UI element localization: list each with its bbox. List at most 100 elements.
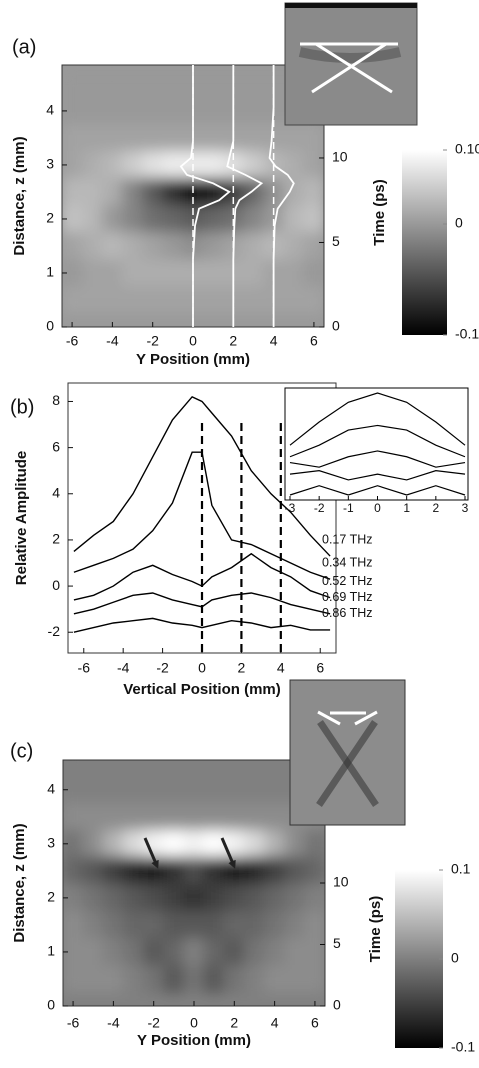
heatmap-cell	[121, 150, 144, 179]
heatmap-cell	[183, 775, 205, 804]
heatmap-cell	[243, 802, 266, 831]
heatmap-cell	[242, 231, 265, 260]
heatmap-cell	[243, 910, 266, 939]
heatmap-cell	[81, 231, 103, 260]
y-tick-label: 0	[47, 997, 55, 1013]
heatmap-cell	[101, 258, 123, 287]
heatmap-cell	[142, 285, 164, 314]
heatmap-cell	[143, 775, 165, 804]
heatmap-cell	[264, 802, 286, 831]
x-axis-label: Vertical Position (mm)	[123, 681, 281, 698]
y-axis-label: Relative Amplitude	[13, 451, 30, 585]
y-tick-label: 2	[46, 210, 54, 226]
heatmap-cell	[62, 177, 83, 206]
heatmap-cell	[62, 96, 83, 125]
heatmap-cell	[203, 760, 225, 777]
heatmap-cell	[183, 829, 205, 858]
heatmap-cell	[63, 910, 84, 939]
heatmap-cell	[121, 69, 144, 98]
heatmap-cells	[63, 760, 325, 993]
heatmap-cell	[203, 937, 225, 966]
heatmap-cell	[223, 883, 245, 912]
heatmap-cell	[304, 937, 325, 966]
heatmap-cell	[81, 285, 103, 314]
heatmap-cell	[162, 96, 184, 125]
heatmap-cell	[203, 964, 225, 993]
heatmap-cell	[102, 829, 124, 858]
y-tick-label: 4	[47, 780, 55, 796]
heatmap-cell	[101, 231, 123, 260]
heatmap-cell	[303, 123, 324, 152]
heatmap-cell	[102, 883, 124, 912]
heatmap-cell	[63, 775, 84, 804]
heatmap-cell	[223, 760, 245, 777]
heatmap-cell	[163, 775, 185, 804]
heatmap-cell	[243, 760, 266, 777]
heatmap-cell	[162, 123, 184, 152]
colorbar-tick-label: 0.1	[451, 861, 471, 877]
heatmap-cell	[264, 775, 286, 804]
heatmap-cell	[101, 96, 123, 125]
heatmap-cell	[264, 883, 286, 912]
y-tick-label: 0	[46, 318, 54, 334]
x-tick-label: 4	[270, 333, 278, 349]
x-tick-label: -6	[67, 1015, 80, 1031]
heatmap-cell	[63, 760, 84, 777]
x-axis-label: Y Position (mm)	[136, 351, 250, 368]
heatmap-cell	[62, 231, 83, 260]
series-line	[73, 451, 331, 580]
heatmap-cell	[303, 177, 324, 206]
colorbar-tick-label: -0.15	[455, 326, 479, 342]
heatmap-cell	[62, 123, 83, 152]
heatmap-cell	[162, 204, 184, 233]
heatmap-cell	[223, 856, 245, 885]
heatmap-cell	[102, 856, 124, 885]
panel-label: (a)	[12, 36, 36, 58]
y2-axis-label: Time (ps)	[367, 896, 384, 962]
heatmap-cell	[163, 829, 185, 858]
heatmap-cell	[121, 285, 144, 314]
arrows	[143, 837, 236, 869]
x-tick-label: 4	[277, 660, 285, 676]
heatmap-cell	[284, 937, 306, 966]
heatmap-cell	[243, 964, 266, 993]
heatmap-cell	[264, 829, 286, 858]
heatmap-cell	[163, 964, 185, 993]
heatmap-cell	[162, 231, 184, 260]
heatmap-cell	[62, 285, 83, 314]
heatmap-cell	[101, 285, 123, 314]
heatmap-cell	[242, 123, 265, 152]
heatmap-cell	[284, 829, 306, 858]
heatmap-cell	[203, 775, 225, 804]
heatmap-cell	[142, 69, 164, 98]
x-tick-label: 0	[198, 660, 206, 676]
heatmap-cell	[223, 937, 245, 966]
heatmap-cell	[82, 760, 104, 777]
series-line	[73, 552, 331, 601]
heatmap-cell	[303, 285, 324, 314]
heatmap-cell	[303, 231, 324, 260]
heatmap-cell	[223, 775, 245, 804]
x-axis-label: Y Position (mm)	[137, 1032, 251, 1049]
heatmap-cell	[283, 204, 305, 233]
inset-c-image	[289, 679, 406, 826]
heatmap-cell	[162, 150, 184, 179]
heatmap-cell	[82, 937, 104, 966]
y2-tick-label: 5	[332, 233, 340, 249]
heatmap-cell	[202, 69, 224, 98]
trace	[179, 65, 231, 327]
heatmap-cell	[283, 285, 305, 314]
heatmap-cell	[121, 96, 144, 125]
colorbar-tick-label: 0	[455, 215, 463, 231]
heatmap-cell	[81, 204, 103, 233]
heatmap-cell	[223, 829, 245, 858]
heatmap-cell	[122, 883, 145, 912]
heatmap-cell	[121, 231, 144, 260]
heatmap-cell	[263, 204, 285, 233]
heatmap-cell	[284, 964, 306, 993]
series-label: 0.17 THz	[322, 532, 373, 546]
heatmap-cell	[284, 910, 306, 939]
heatmap-cell	[264, 964, 286, 993]
inset-x-tick-label: -2	[314, 501, 325, 515]
